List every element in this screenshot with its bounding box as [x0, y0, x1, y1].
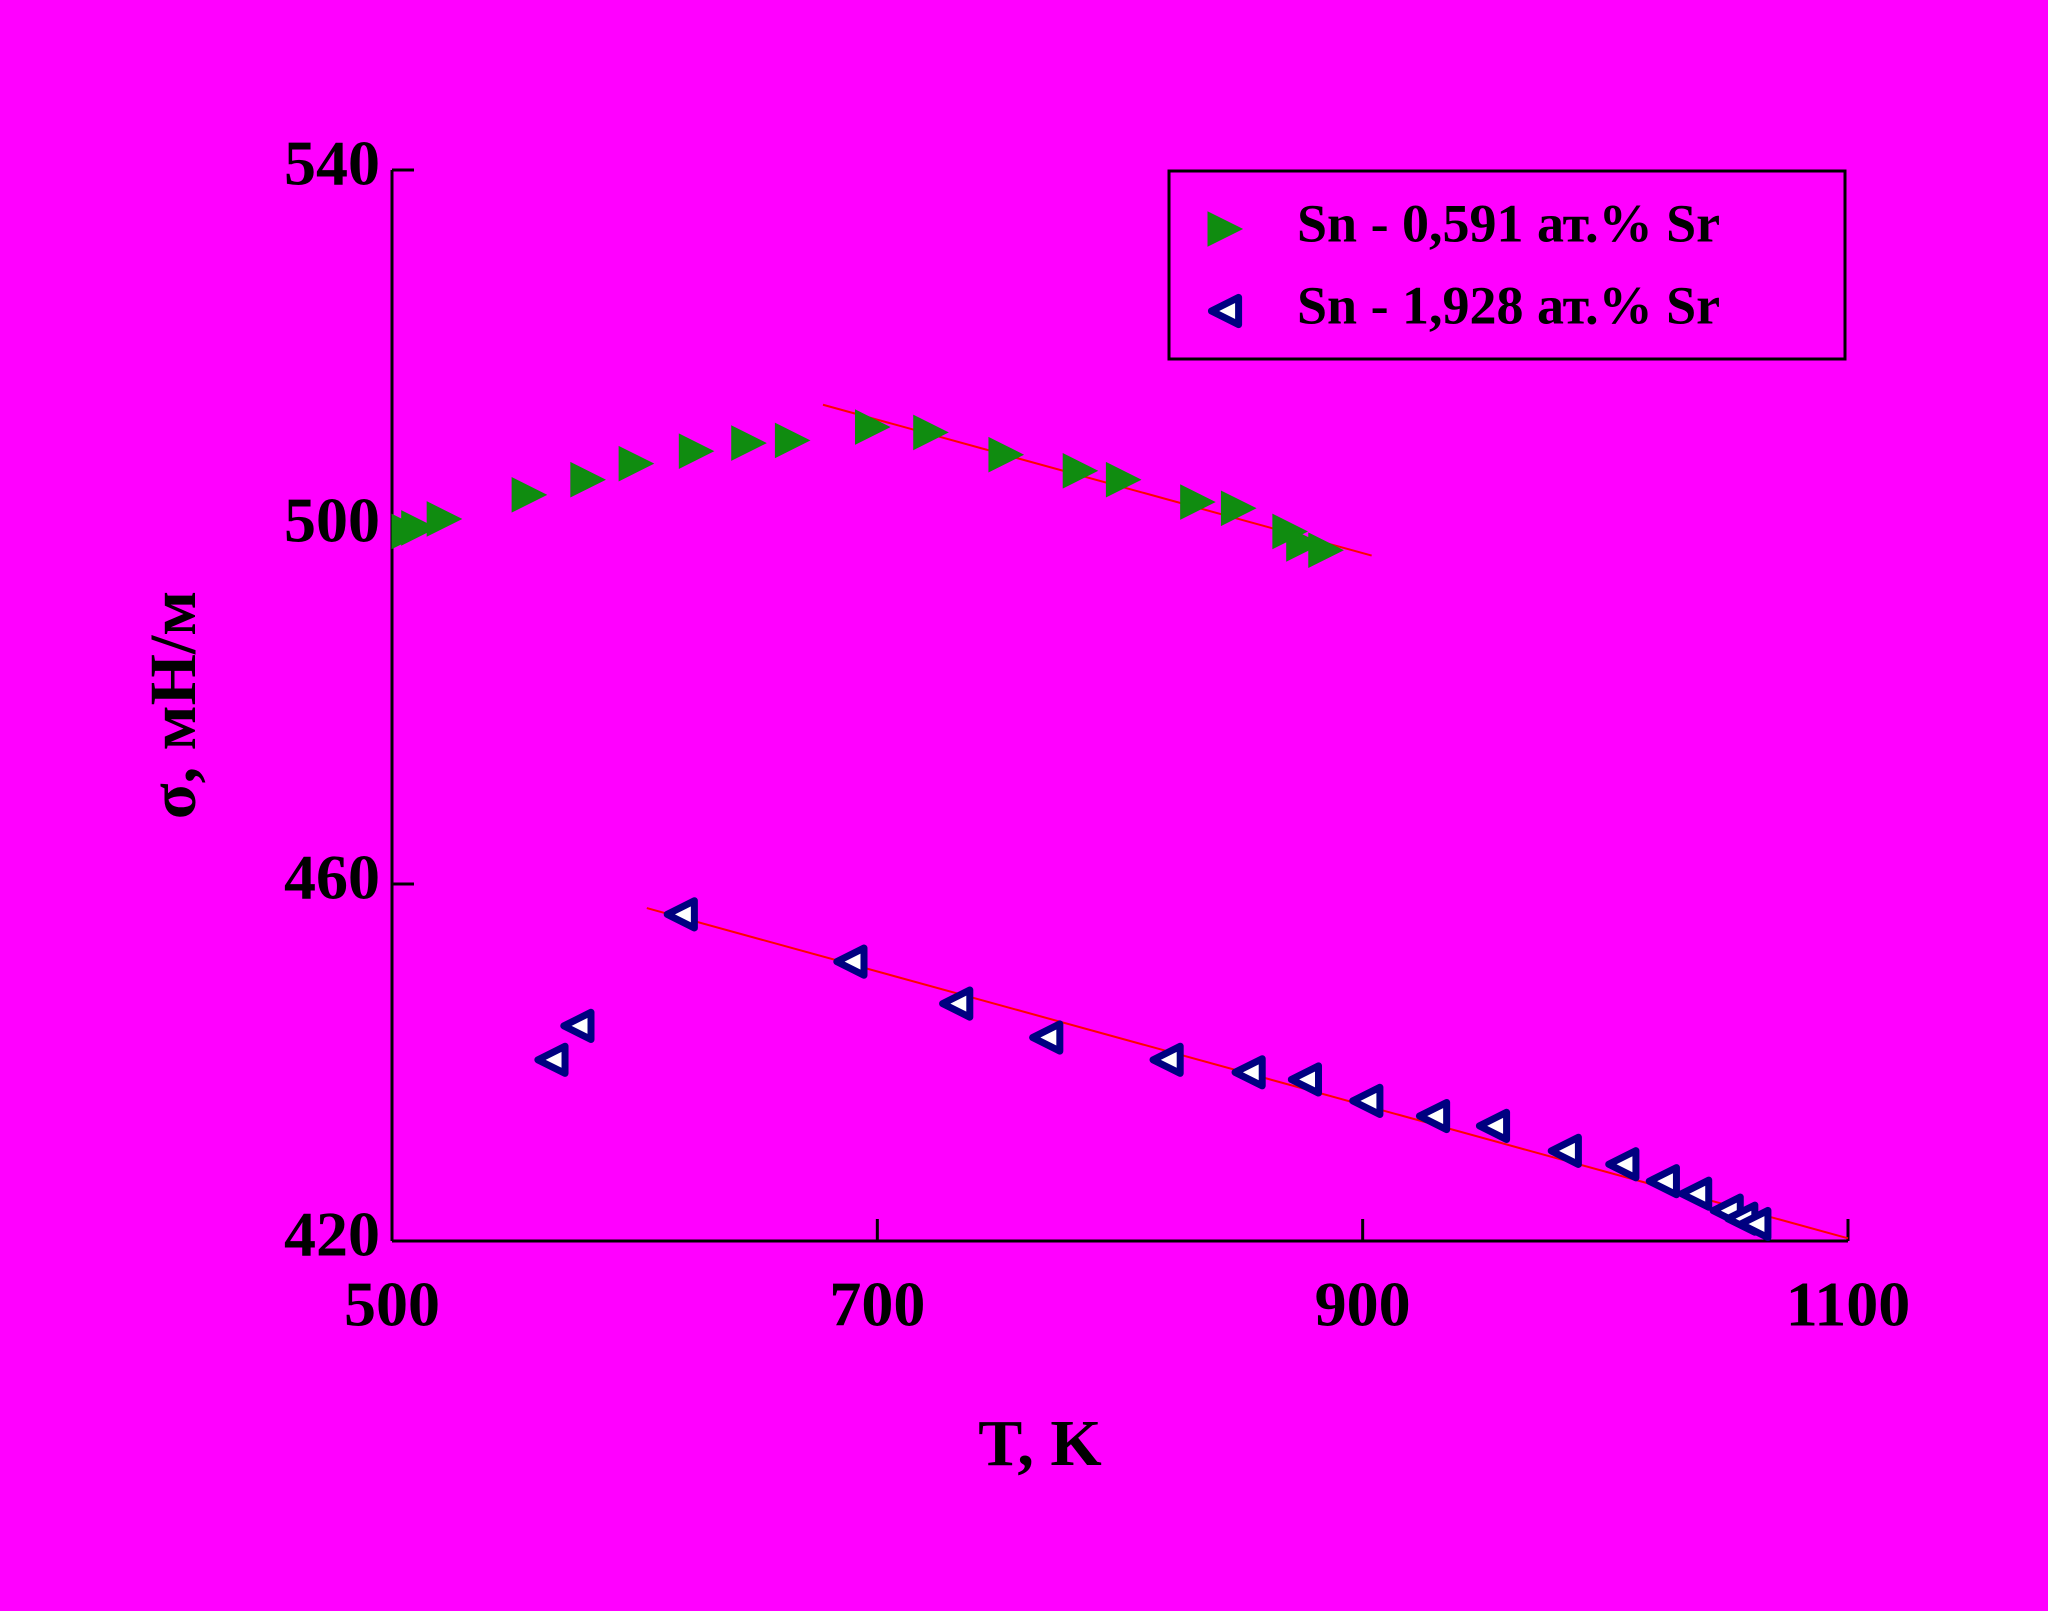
data-point: [1029, 1020, 1064, 1055]
legend-marker: [1207, 293, 1243, 329]
data-point: [1149, 1042, 1184, 1077]
legend-marker: [1207, 211, 1244, 247]
data-point: [1349, 1083, 1384, 1118]
data-point: [913, 414, 949, 451]
data-point: [1287, 1062, 1323, 1097]
data-point: [534, 1042, 569, 1077]
x-tick-label: 1100: [1786, 1269, 1910, 1340]
legend-box: [1167, 169, 1847, 361]
legend-label: Sn - 1,928 ат.% Sr: [1297, 275, 1720, 335]
data-point: [1737, 1206, 1772, 1242]
legend-label: Sn - 0,591 ат.% Sr: [1297, 193, 1720, 253]
data-point: [1678, 1176, 1713, 1211]
y-tick-label: 540: [284, 128, 380, 199]
data-point: [663, 897, 698, 932]
data-point: [833, 944, 868, 979]
data-point: [774, 422, 811, 459]
data-point: [1231, 1055, 1266, 1090]
y-tick-label: 420: [284, 1199, 380, 1270]
data-point: [1547, 1133, 1582, 1168]
data-point: [854, 409, 891, 445]
data-point: [1645, 1164, 1680, 1199]
data-point: [1220, 490, 1257, 527]
data-point: [511, 477, 548, 513]
data-point: [570, 461, 606, 498]
data-point: [618, 445, 655, 482]
data-point: [1308, 532, 1344, 569]
y-tick-label: 500: [284, 485, 380, 556]
data-point: [678, 433, 715, 469]
data-point: [1286, 526, 1322, 562]
data-point: [426, 501, 463, 537]
x-tick-label: 500: [344, 1269, 440, 1340]
data-point: [988, 436, 1025, 473]
x-axis-label: T, K: [978, 1407, 1101, 1480]
data-point: [560, 1008, 595, 1044]
data-point: [1475, 1108, 1511, 1143]
data-point: [1180, 484, 1216, 520]
data-point: [1062, 452, 1099, 489]
data-point: [731, 425, 767, 461]
x-tick-label: 900: [1315, 1269, 1411, 1340]
y-axis-label: σ, мН/м: [137, 591, 210, 820]
y-tick-label: 460: [284, 842, 380, 913]
data-point: [401, 510, 437, 546]
data-point: [1415, 1098, 1451, 1134]
data-point: [1605, 1147, 1640, 1182]
x-tick-label: 700: [829, 1269, 925, 1340]
data-point: [1105, 461, 1142, 498]
data-point: [939, 986, 974, 1021]
